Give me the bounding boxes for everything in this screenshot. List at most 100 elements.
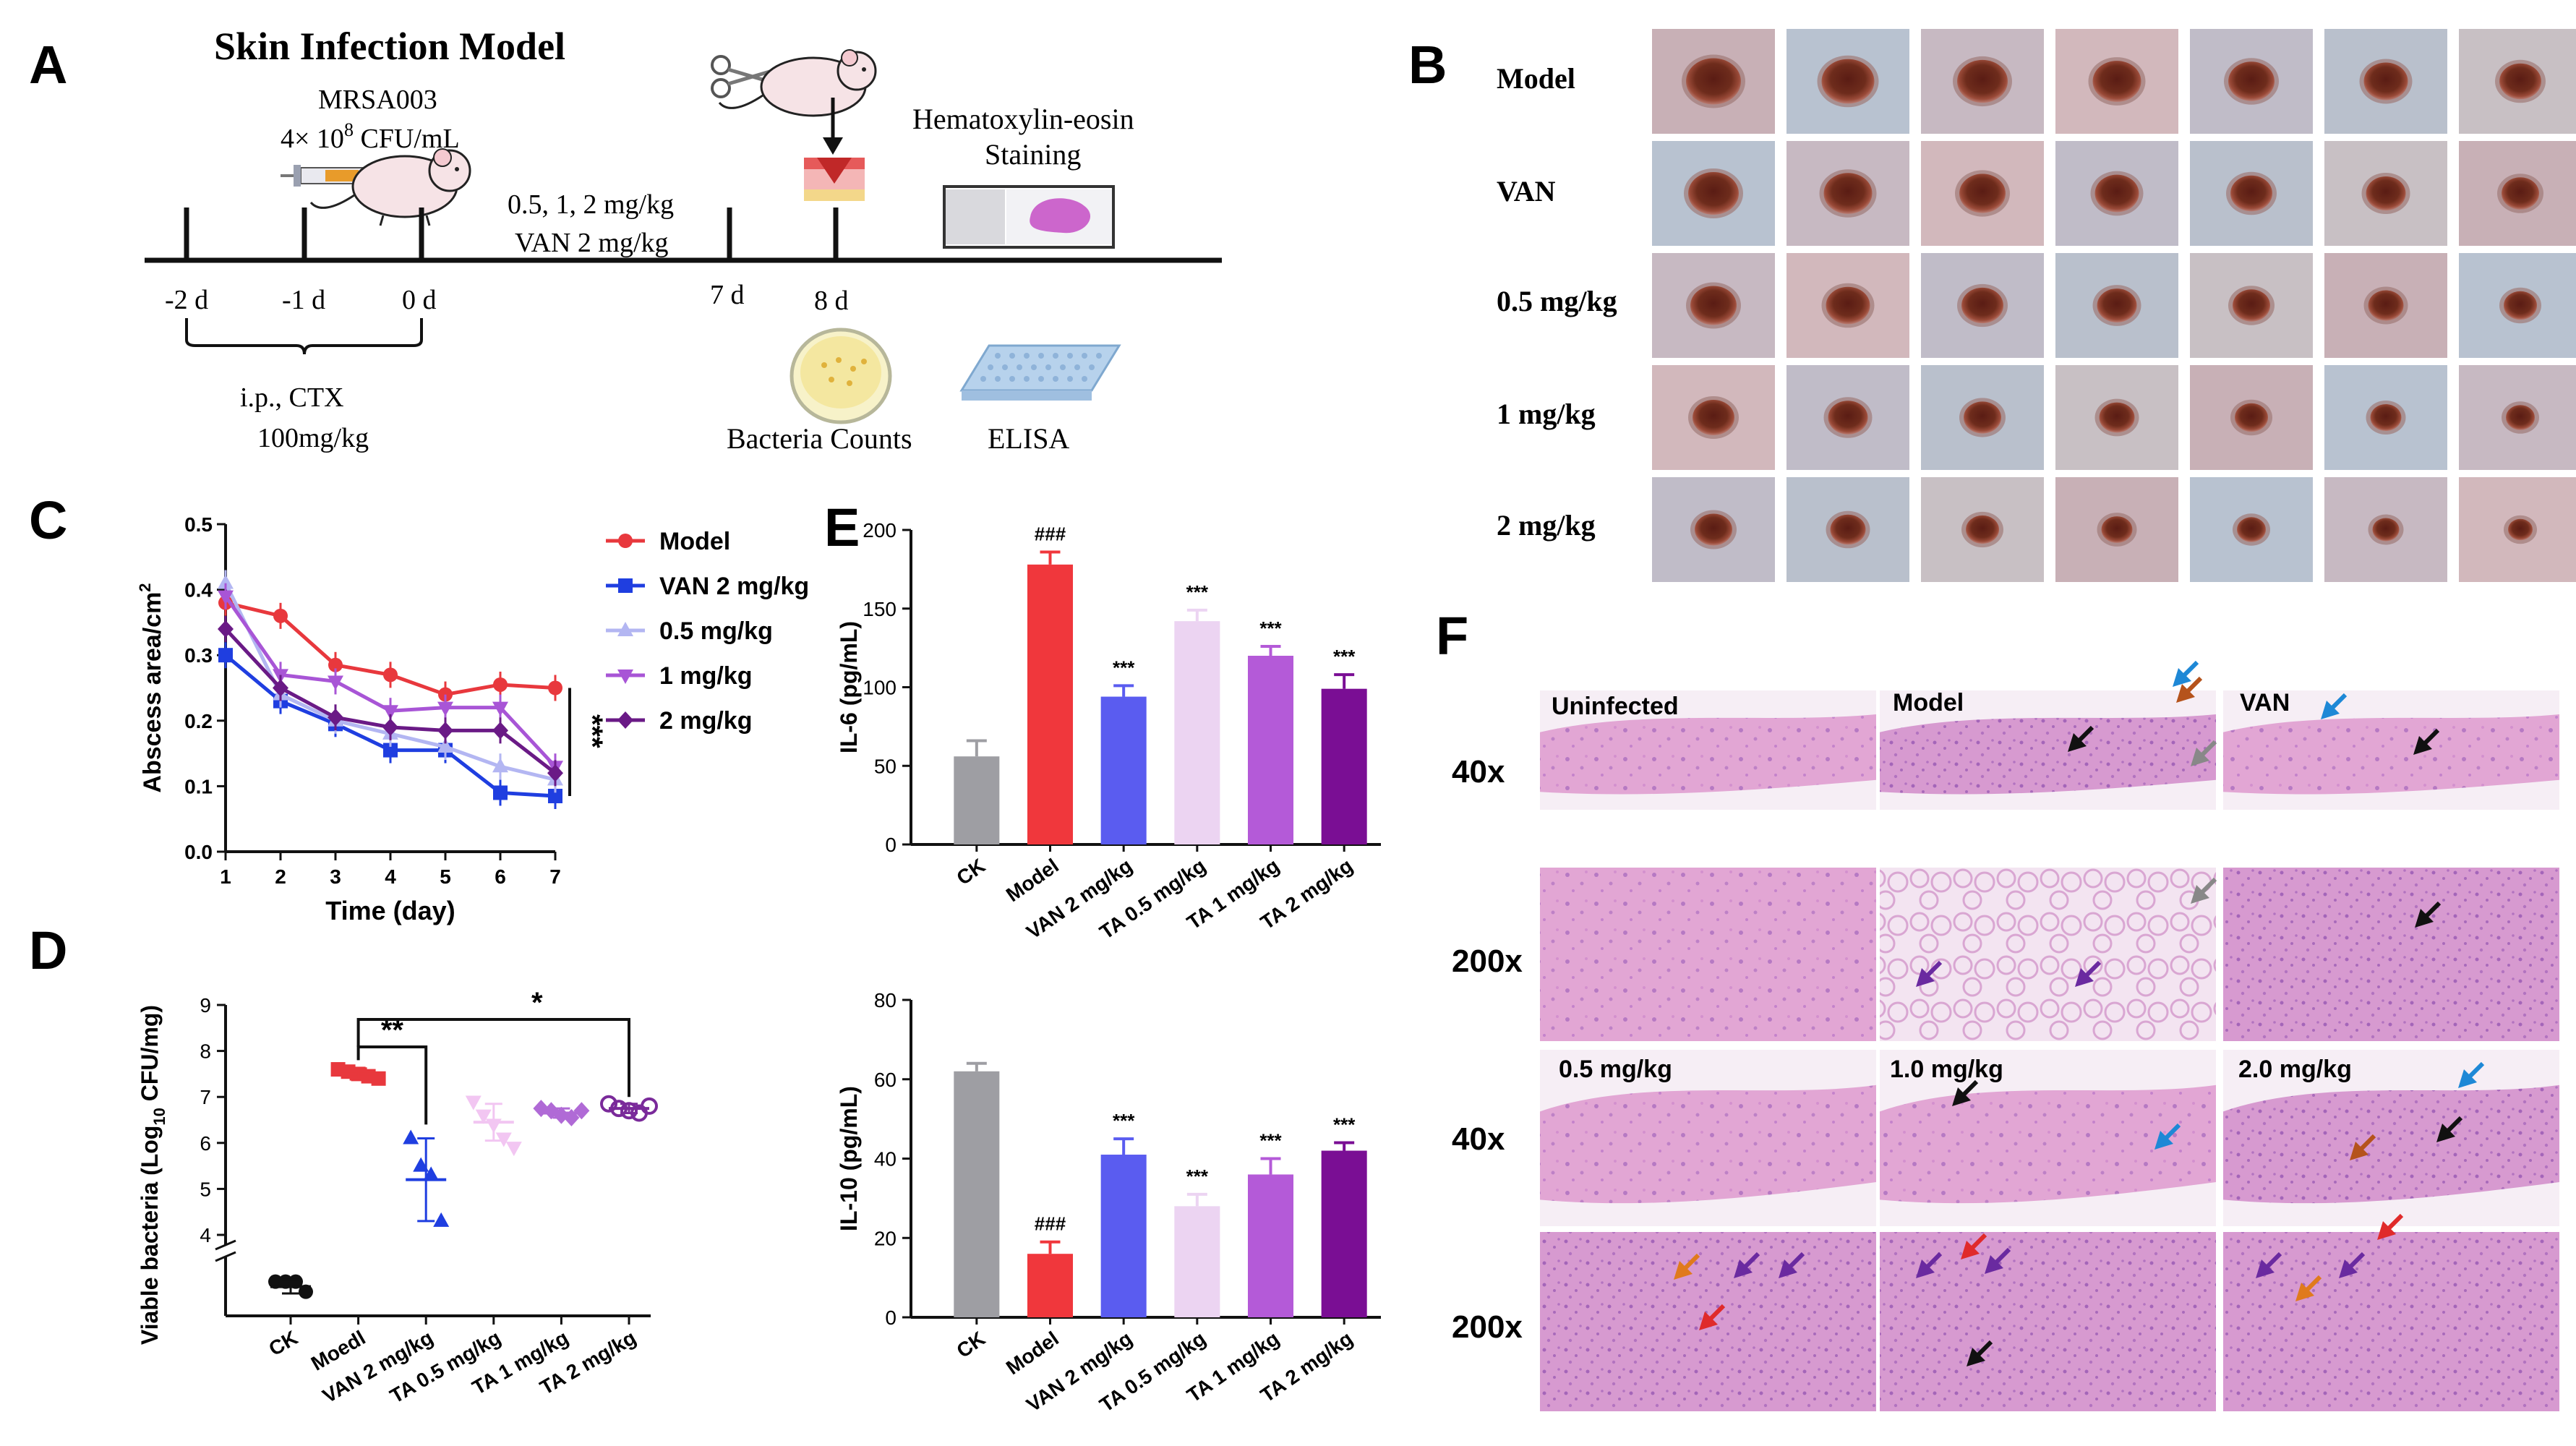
wound-photo-lesion	[1686, 58, 1741, 105]
arrow-head	[2075, 968, 2094, 987]
data-point	[493, 785, 508, 800]
arrow-head	[2350, 1142, 2369, 1160]
abscess-area-chart: 0.0 0.1 0.2 0.3 0.4 0.5 1 2 3 4 5 6 7 Time (day) Absce…	[136, 513, 809, 925]
histology-image	[2223, 1050, 2559, 1226]
arrow-shaft	[2162, 1123, 2181, 1142]
y-tick-label: 150	[863, 598, 897, 620]
y-tick-label: 0.1	[184, 775, 213, 797]
wound-photo-lesion	[2233, 289, 2270, 322]
y-tick-label: 0.2	[184, 710, 213, 732]
arrow-head	[1967, 1348, 1985, 1366]
annotation-arrow-icon	[2068, 725, 2094, 752]
y-tick-label: 0.4	[184, 579, 213, 602]
wound-photo	[1786, 141, 1909, 246]
wound-photo	[1786, 477, 1909, 582]
panel-f-letter: F	[1436, 606, 1468, 666]
bar	[1027, 564, 1074, 844]
skin-section-icon	[804, 158, 865, 201]
he-line1: Hematoxylin-eosin	[912, 103, 1134, 135]
y-tick-label: 200	[863, 519, 897, 542]
treatment-line1: 0.5, 1, 2 mg/kg	[508, 189, 674, 220]
arrow-shaft	[2083, 960, 2102, 979]
arrow-head	[2295, 1283, 2314, 1301]
data-point	[600, 1095, 617, 1113]
wound-photo-lesion	[2230, 175, 2272, 212]
y-axis-title-end: CFU/mg)	[137, 1005, 163, 1108]
wound-photo-lesion	[2368, 290, 2404, 321]
histology-image	[1880, 868, 2216, 1041]
bar	[1321, 1150, 1367, 1317]
data-point	[641, 1097, 658, 1115]
x-tick-label: 1	[220, 865, 231, 888]
wound-photo-lesion	[2366, 176, 2406, 210]
histology-group-label: 1.0 mg/kg	[1890, 1056, 2003, 1083]
wound-photo	[2190, 365, 2313, 470]
arrow-shaft	[2199, 877, 2217, 896]
wound-photo-lesion	[1826, 286, 1870, 325]
arrow-head	[2377, 1221, 2396, 1240]
wound-photo-lesion	[2502, 177, 2539, 210]
wound-photo-lesion	[2097, 288, 2137, 322]
wound-photo-lesion	[2499, 63, 2541, 100]
petri-dish-icon	[790, 328, 892, 424]
annotation-arrow-icon	[2458, 1061, 2485, 1088]
histology-tissue	[1540, 1084, 1876, 1204]
significance-label: ***	[1259, 617, 1282, 639]
wound-photo-lesion	[1964, 401, 2001, 434]
annotation-arrow-icon	[2415, 901, 2442, 928]
x-tick-label: CK	[952, 1327, 989, 1363]
wound-photo	[2055, 141, 2178, 246]
y-tick-label: 0	[885, 834, 897, 856]
histology-tissue	[1880, 868, 2216, 1041]
annotation-arrow-icon	[1916, 1252, 1943, 1278]
wound-photo	[2055, 365, 2178, 470]
arrow-head	[2191, 885, 2209, 904]
wound-photo	[2324, 141, 2447, 246]
panel-b-letter: B	[1408, 35, 1447, 95]
data-point	[437, 701, 453, 716]
data-point	[437, 722, 453, 740]
significance-label: ***	[1333, 646, 1356, 667]
legend-label: 1 mg/kg	[659, 662, 752, 690]
histology-image	[1540, 868, 1876, 1041]
wound-photo	[2459, 141, 2576, 246]
data-point	[403, 1129, 419, 1145]
data-point	[492, 758, 508, 773]
legend-label: VAN 2 mg/kg	[659, 573, 809, 600]
wound-photo-lesion	[2504, 291, 2537, 320]
histology-group-label: VAN	[2240, 689, 2290, 716]
annotation-arrow-icon	[2176, 676, 2203, 703]
significance-label: ***	[1186, 581, 1209, 603]
wound-photo	[1786, 29, 1909, 134]
histology-image	[1880, 690, 2216, 810]
wound-photo-lesion	[1821, 59, 1875, 104]
arrow-shaft	[1707, 1304, 1726, 1322]
y-tick-label: 20	[874, 1227, 897, 1249]
wound-photo-lesion	[1961, 287, 2003, 324]
data-point	[438, 687, 453, 702]
annotation-arrow-icon	[2377, 1213, 2404, 1240]
data-point	[493, 677, 508, 692]
wound-photo-lesion	[1823, 173, 1873, 214]
x-tick-label: CK	[265, 1326, 301, 1360]
legend-label: 0.5 mg/kg	[659, 617, 773, 645]
y-tick-label: 4	[200, 1224, 211, 1246]
mouse-icon	[309, 148, 471, 226]
annotation-arrow-icon	[1699, 1304, 1726, 1330]
bar	[1174, 1206, 1220, 1317]
panel-b-row-label: 2 mg/kg	[1497, 509, 1596, 542]
arrow-head	[2068, 733, 2087, 752]
data-point	[465, 1095, 482, 1111]
panel-c-letter: C	[29, 490, 67, 550]
wound-photo-lesion	[1693, 400, 1734, 435]
wound-photo-lesion	[2094, 174, 2139, 213]
arrow-shaft	[1786, 1252, 1805, 1270]
wound-photo	[2324, 477, 2447, 582]
wound-photo-lesion	[1966, 515, 1999, 544]
ctx-line1: i.p., CTX	[240, 382, 344, 413]
y-tick-label: 100	[863, 677, 897, 699]
annotation-arrow-icon	[2295, 1275, 2322, 1301]
arrow-shaft	[1924, 1252, 1943, 1270]
